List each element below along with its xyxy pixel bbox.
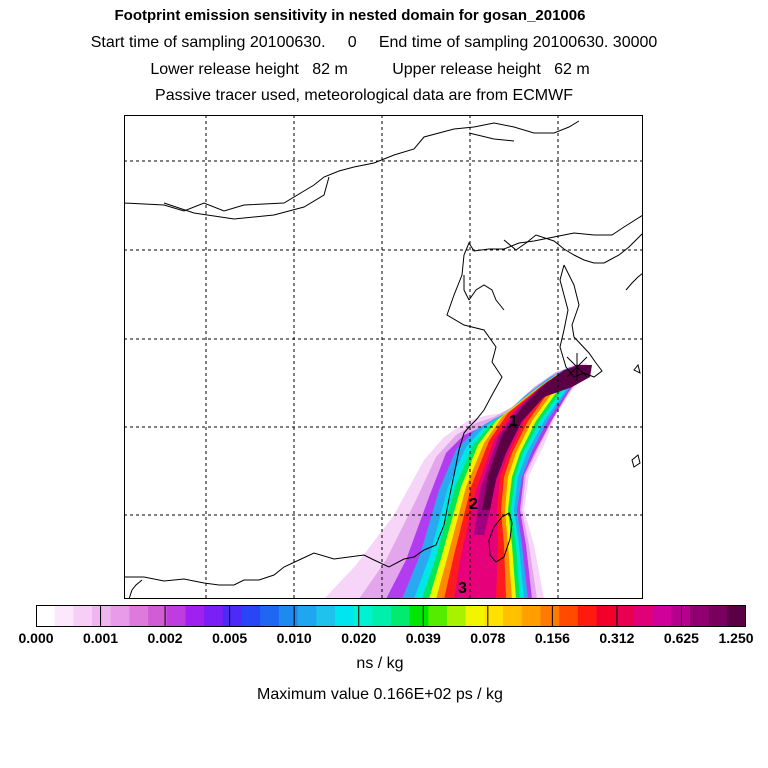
- trajectory-marker-1: 1: [509, 413, 518, 430]
- colorbar-tick-label: 0.001: [83, 630, 119, 646]
- colorbar-cell: [596, 605, 616, 627]
- colorbar-tick-label: 0.005: [212, 630, 248, 646]
- footprint-plume: [324, 363, 592, 599]
- map-background: [124, 115, 643, 599]
- colorbar-cell: [484, 605, 504, 627]
- colorbar-cell: [260, 605, 280, 627]
- colorbar-cell: [92, 605, 112, 627]
- colorbar-cell: [297, 605, 317, 627]
- colorbar-tick-label: 0.625: [663, 630, 699, 646]
- colorbar-cell: [428, 605, 448, 627]
- colorbar-tick-label: 0.010: [276, 630, 312, 646]
- colorbar-tick-label: 0.020: [341, 630, 377, 646]
- colorbar-tick-label: 0.002: [147, 630, 183, 646]
- colorbar-units: ns / kg: [356, 655, 404, 672]
- colorbar-cell: [727, 605, 746, 627]
- colorbar-cell: [577, 605, 598, 627]
- colorbar-cell: [559, 605, 579, 627]
- release-height-line: Lower release height 82 m Upper release …: [150, 61, 590, 78]
- colorbar-tick-label: 0.039: [405, 630, 441, 646]
- colorbar-cell: [204, 605, 224, 627]
- trajectory-marker-2: 2: [469, 496, 478, 513]
- colorbar-cell: [409, 605, 429, 627]
- colorbar-cell: [334, 605, 355, 627]
- colorbar-cell: [353, 605, 373, 627]
- trajectory-marker-3: 3: [458, 580, 467, 597]
- colorbar-cell: [540, 605, 560, 627]
- colorbar-cell: [166, 605, 187, 627]
- colorbar-cell: [185, 605, 205, 627]
- colorbar-cell: [633, 605, 654, 627]
- colorbar-tick-label: 0.000: [18, 630, 54, 646]
- colorbar-cell: [447, 605, 467, 627]
- colorbar-cell: [372, 605, 392, 627]
- footprint-map: 1 2 3: [124, 115, 643, 599]
- colorbar-cell: [316, 605, 336, 627]
- colorbar-tick-label: 1.250: [718, 630, 754, 646]
- colorbar-cell: [671, 605, 691, 627]
- colorbar: [36, 605, 746, 627]
- colorbar-cell: [652, 605, 672, 627]
- colorbar-cell: [54, 605, 74, 627]
- colorbar-cell: [708, 605, 728, 627]
- colorbar-cell: [278, 605, 299, 627]
- colorbar-cell: [391, 605, 411, 627]
- map-frame: [124, 115, 643, 599]
- colorbar-cell: [615, 605, 635, 627]
- colorbar-tick-label: 0.312: [599, 630, 635, 646]
- colorbar-cell: [503, 605, 523, 627]
- receptor-marker: [566, 353, 588, 381]
- colorbar-tick-label: 0.078: [470, 630, 506, 646]
- maximum-value-line: Maximum value 0.166E+02 ps / kg: [257, 686, 503, 703]
- colorbar-cell: [465, 605, 486, 627]
- coastlines: [124, 120, 643, 599]
- colorbar-cell: [689, 605, 710, 627]
- colorbar-cell: [73, 605, 93, 627]
- sampling-time-line: Start time of sampling 20100630. 0 End t…: [90, 34, 658, 51]
- tracer-info-line: Passive tracer used, meteorological data…: [155, 87, 573, 104]
- colorbar-cell: [148, 605, 168, 627]
- colorbar-cell: [36, 605, 56, 627]
- colorbar-cell: [222, 605, 243, 627]
- colorbar-cell: [129, 605, 149, 627]
- colorbar-cell: [241, 605, 261, 627]
- plot-title: Footprint emission sensitivity in nested…: [114, 7, 586, 24]
- colorbar-tick-label: 0.156: [534, 630, 570, 646]
- colorbar-cell: [521, 605, 542, 627]
- colorbar-cell: [110, 605, 131, 627]
- grid-lines: [124, 115, 643, 599]
